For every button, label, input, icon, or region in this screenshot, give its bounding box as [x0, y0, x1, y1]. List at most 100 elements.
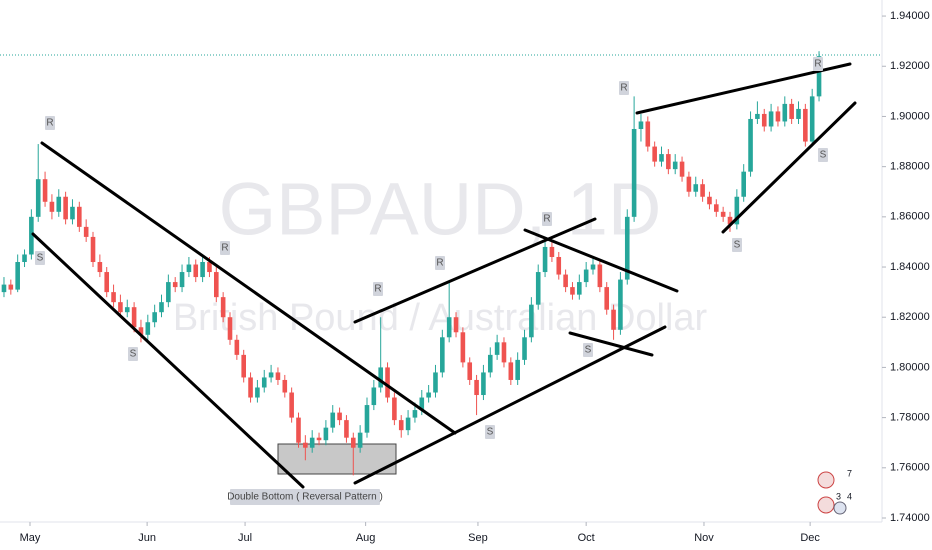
candle-body — [768, 111, 774, 127]
candle-body — [679, 161, 685, 177]
candle-body — [56, 196, 62, 212]
label-box — [818, 148, 828, 162]
trend-line — [353, 217, 597, 324]
candle-body — [529, 304, 534, 338]
y-tick-label: 1.74000 — [890, 512, 930, 524]
trend-line — [523, 228, 679, 293]
candle-body — [686, 176, 692, 192]
candle-body — [535, 272, 541, 305]
candle-body — [207, 262, 212, 273]
candle-body — [214, 272, 219, 298]
candle-body — [364, 405, 370, 433]
candle-body — [597, 264, 603, 288]
annotations: R S S R R R S R S R S R S Double Bottom ( Reversal Pa… — [35, 57, 828, 505]
candle-body — [275, 372, 281, 380]
trend-line — [31, 232, 305, 489]
candle-body — [556, 256, 562, 275]
candle-body — [378, 367, 383, 388]
trend-lines — [31, 62, 857, 489]
candle-body — [570, 287, 575, 295]
x-tick-label: Oct — [578, 532, 595, 544]
flag-icon — [817, 471, 835, 489]
candle-body — [481, 372, 486, 396]
candle-body — [179, 272, 185, 288]
candle-body — [316, 437, 322, 441]
sr-label: S — [37, 253, 44, 264]
candle-body — [611, 309, 616, 330]
candle-body — [727, 216, 733, 225]
candle-body — [474, 379, 479, 396]
watermark-title: GBPAUD, 1D — [219, 168, 662, 251]
candle-body — [118, 302, 123, 313]
candle-body — [405, 417, 411, 431]
sr-label: S — [487, 427, 494, 438]
candle-body — [515, 359, 520, 380]
candle-body — [357, 432, 363, 448]
candle-body — [289, 392, 294, 418]
y-tick-label: 1.82000 — [890, 311, 930, 323]
candle-body — [412, 410, 418, 418]
candle-body — [35, 179, 41, 217]
x-tick-label: Aug — [356, 532, 376, 544]
candle-body — [268, 372, 274, 378]
sr-label: R — [814, 59, 821, 70]
candle-body — [720, 211, 726, 217]
label-box — [230, 489, 380, 505]
pattern-box — [277, 443, 397, 475]
candle-body — [97, 262, 103, 273]
candle-body — [344, 420, 349, 438]
label-box — [35, 251, 45, 265]
candle-body — [460, 332, 466, 363]
candle-body — [433, 372, 438, 393]
candle-body — [330, 412, 336, 428]
label-box — [542, 212, 552, 226]
label-box — [220, 241, 230, 255]
candle-body — [796, 108, 801, 119]
candle-body — [131, 307, 137, 328]
candle-body — [152, 312, 157, 323]
sr-label: R — [620, 83, 627, 94]
y-tick-label: 1.84000 — [890, 261, 930, 273]
candle-body — [63, 196, 68, 220]
candle-body — [124, 307, 130, 313]
label-box — [813, 57, 823, 71]
candle-body — [220, 297, 226, 318]
candle-body — [652, 146, 657, 162]
label-box — [373, 282, 383, 296]
candle-body — [494, 342, 500, 355]
candle-body — [741, 171, 746, 197]
trend-line — [353, 325, 667, 485]
candle-body — [90, 236, 96, 263]
sr-label: S — [585, 345, 592, 356]
candle-body — [337, 412, 342, 421]
badge-count: 4 — [847, 491, 852, 501]
candle-body — [816, 56, 822, 97]
candle-body — [1, 284, 7, 293]
label-box — [45, 116, 55, 130]
flag-icon — [833, 501, 847, 515]
candle-body — [577, 282, 582, 295]
candle-body — [323, 427, 329, 441]
sr-label: R — [374, 284, 381, 295]
candle-body — [761, 113, 767, 127]
candle-body — [77, 206, 82, 227]
candle-body — [248, 377, 253, 398]
candle-body — [522, 337, 527, 360]
candle-body — [672, 161, 678, 170]
flag-icon — [817, 496, 835, 514]
candle-body — [296, 417, 301, 443]
candle-body — [15, 262, 20, 290]
sr-label: S — [130, 349, 137, 360]
candle-body — [604, 287, 610, 310]
badge-count: 3 — [836, 491, 841, 501]
candle-body — [145, 322, 151, 335]
candle-body — [631, 128, 637, 217]
label-box — [128, 347, 138, 361]
candle-body — [398, 420, 404, 431]
candle-body — [111, 292, 116, 303]
candle-body — [666, 154, 671, 170]
y-tick-label: 1.76000 — [890, 462, 930, 474]
candle-body — [234, 339, 240, 355]
candle-body — [385, 367, 390, 398]
